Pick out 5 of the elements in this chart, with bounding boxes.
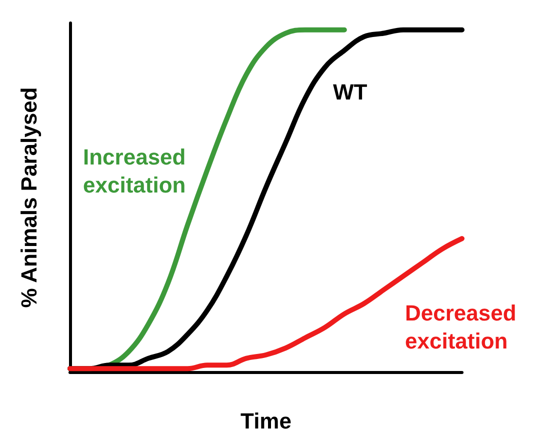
series-label: Increased excitation: [83, 144, 192, 198]
series-label: Decreased excitation: [405, 300, 522, 354]
x-axis-title: Time: [240, 408, 292, 434]
y-axis-title: % Animals Paralysed: [16, 87, 42, 308]
series-label: WT: [333, 80, 368, 104]
